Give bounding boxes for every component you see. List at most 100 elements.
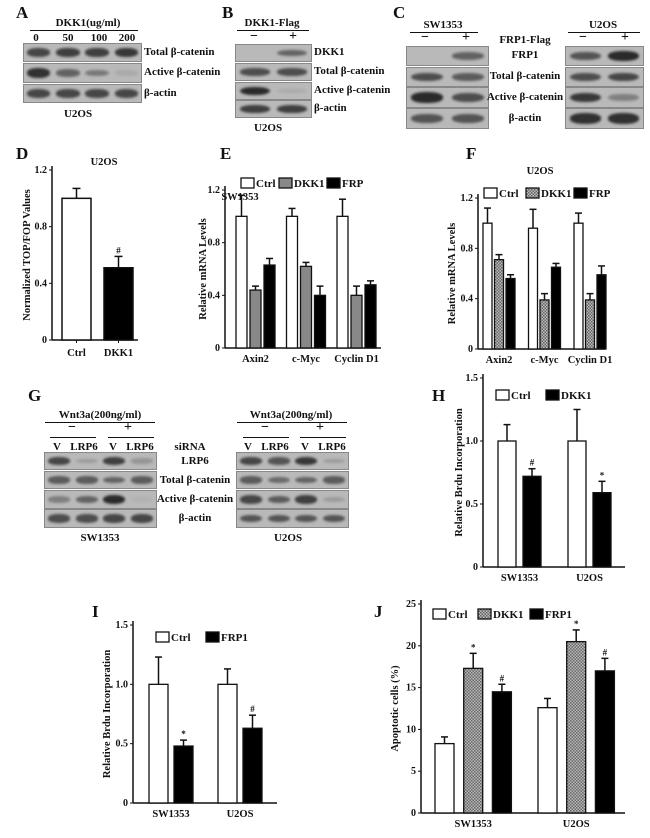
blot-band — [608, 72, 640, 82]
bar — [527, 227, 539, 350]
panel-g-header: Wnt3a(200ng/ml) — [58, 409, 142, 421]
blot-band — [131, 458, 154, 464]
y-tick-label: 1.2 — [208, 185, 221, 196]
y-tick-label: 0 — [215, 343, 220, 354]
blot-band — [608, 113, 640, 124]
blot-band — [411, 72, 444, 82]
cell-line-label: U2OS — [63, 108, 93, 120]
bar — [594, 670, 616, 814]
bar — [103, 267, 134, 341]
bar — [249, 289, 262, 349]
blot-band — [114, 89, 139, 98]
blot-band — [114, 48, 139, 57]
header-line — [237, 422, 347, 423]
row-label: β-actin — [178, 512, 212, 524]
header-line — [45, 422, 155, 423]
blot-band — [451, 52, 484, 60]
y-tick-label: 0.4 — [208, 290, 221, 301]
blot-row — [236, 452, 349, 470]
bar — [550, 266, 562, 350]
blot-band — [131, 476, 154, 484]
blot-band — [277, 68, 308, 76]
blot-band — [411, 114, 444, 123]
lane-label: + — [289, 29, 297, 44]
y-tick-label: 1.0 — [466, 436, 479, 447]
y-axis-label: Relative Brdu Incorporation — [102, 650, 113, 778]
panel-label-c: C — [393, 3, 406, 22]
legend-swatch — [483, 187, 498, 199]
blot-band — [267, 457, 290, 465]
row-label: β-actin — [508, 112, 542, 124]
lane-label: 50 — [62, 32, 74, 44]
y-tick-label: 0.4 — [461, 294, 474, 305]
bar — [61, 197, 92, 341]
blot-band — [47, 476, 70, 484]
legend-label: Ctrl — [511, 390, 531, 402]
blot-band — [267, 495, 290, 504]
legend-swatch — [432, 608, 447, 620]
blot-band — [56, 69, 80, 77]
y-tick-label: 25 — [406, 599, 416, 610]
lane-label: LRP6 — [70, 441, 98, 453]
blot-band — [569, 92, 601, 103]
header-line — [568, 32, 640, 33]
blot-band — [85, 48, 109, 57]
legend-swatch — [495, 389, 510, 401]
blot-band — [451, 114, 484, 123]
blot-band — [239, 68, 270, 76]
chart-title: SW1353 — [221, 192, 258, 203]
y-tick-label: 5 — [411, 766, 416, 777]
row-label: FRP1 — [511, 49, 539, 61]
panel-a-header: DKK1(ug/ml) — [55, 17, 121, 29]
lane-label: − — [421, 30, 429, 45]
blot-band — [267, 476, 290, 484]
blot-band — [47, 457, 70, 465]
blot-band — [47, 496, 70, 503]
blot-band — [451, 92, 484, 102]
row-label: Active β-catenin — [314, 84, 391, 96]
y-tick-label: 0.5 — [466, 499, 479, 510]
lane-label: V — [244, 441, 252, 453]
blot-band — [75, 458, 98, 464]
blot-row — [236, 490, 349, 509]
lane-label: V — [53, 441, 61, 453]
blot-row — [406, 67, 489, 87]
bar — [217, 683, 238, 804]
bar — [567, 440, 587, 568]
panel-c-left-header: SW1353 — [423, 19, 463, 31]
row-label: Active β-catenin — [156, 493, 234, 505]
y-tick-label: 0 — [468, 344, 473, 355]
y-axis-label: Normalized TOP/FOP Values — [22, 189, 33, 320]
y-tick-label: 0.4 — [35, 278, 48, 289]
significance-mark: * — [471, 642, 476, 652]
blot-band — [569, 113, 601, 124]
legend-swatch — [278, 177, 293, 189]
blot-row — [23, 63, 142, 83]
significance-mark: # — [500, 673, 505, 683]
x-tick-label: U2OS — [227, 809, 254, 820]
significance-mark: # — [530, 458, 535, 468]
blot-band — [56, 48, 80, 57]
row-label: Total β-catenin — [159, 474, 231, 486]
blot-band — [323, 496, 346, 503]
blot-row — [236, 509, 349, 528]
bar — [584, 299, 596, 350]
blot-band — [103, 476, 126, 484]
blot-band — [239, 86, 270, 96]
bar — [148, 683, 169, 804]
blot-band — [239, 104, 270, 114]
bar — [539, 299, 550, 350]
cell-line-label: U2OS — [273, 532, 303, 544]
blot-band — [75, 514, 98, 523]
blot-row — [565, 108, 644, 129]
blot-band — [323, 458, 346, 464]
legend-label: FRP — [342, 178, 364, 190]
panel-a-header-line — [30, 30, 138, 31]
legend-swatch — [205, 631, 220, 643]
bar — [596, 274, 607, 350]
y-tick-label: 20 — [406, 641, 416, 652]
blot-band — [239, 476, 262, 484]
blot-row — [565, 46, 644, 66]
significance-mark: * — [181, 729, 186, 739]
blot-band — [85, 89, 109, 98]
